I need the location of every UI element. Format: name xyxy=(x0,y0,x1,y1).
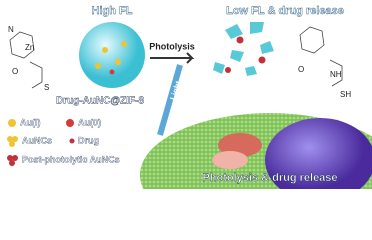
particle-label: Drug-AuNC@ZIF-8 xyxy=(56,96,145,107)
light-arrow xyxy=(157,64,183,136)
arrow-label: Photolysis xyxy=(149,41,195,51)
title: High FL xyxy=(92,5,133,17)
cell xyxy=(140,113,372,189)
legend-label: Drug xyxy=(78,135,99,145)
atom: NH xyxy=(330,70,342,79)
legend-label: Au(I) xyxy=(20,117,41,127)
legend-label: AuNCs xyxy=(22,135,52,145)
atom: S xyxy=(44,83,49,92)
legend: Au(I) Au(0) AuNCs Drug Post-photolytic A… xyxy=(7,117,120,166)
structure-lines xyxy=(9,26,343,89)
light-label: Light xyxy=(168,80,183,102)
fragments xyxy=(213,22,274,76)
legend-label: Au(0) xyxy=(78,117,101,127)
nanoparticle xyxy=(79,22,145,88)
figure: Zn N O S NH O SH High FL Low FL & drug r… xyxy=(7,4,372,189)
atom: O xyxy=(12,67,18,76)
title: Low FL & drug release xyxy=(226,5,344,17)
atom: N xyxy=(8,25,14,34)
arrow xyxy=(150,52,195,64)
atom: Zn xyxy=(25,43,34,52)
atom: O xyxy=(298,65,304,74)
legend-label: Post-photolytic AuNCs xyxy=(22,154,120,164)
atom: SH xyxy=(340,90,351,99)
cell-label: Photolysis & drug release xyxy=(202,172,337,184)
